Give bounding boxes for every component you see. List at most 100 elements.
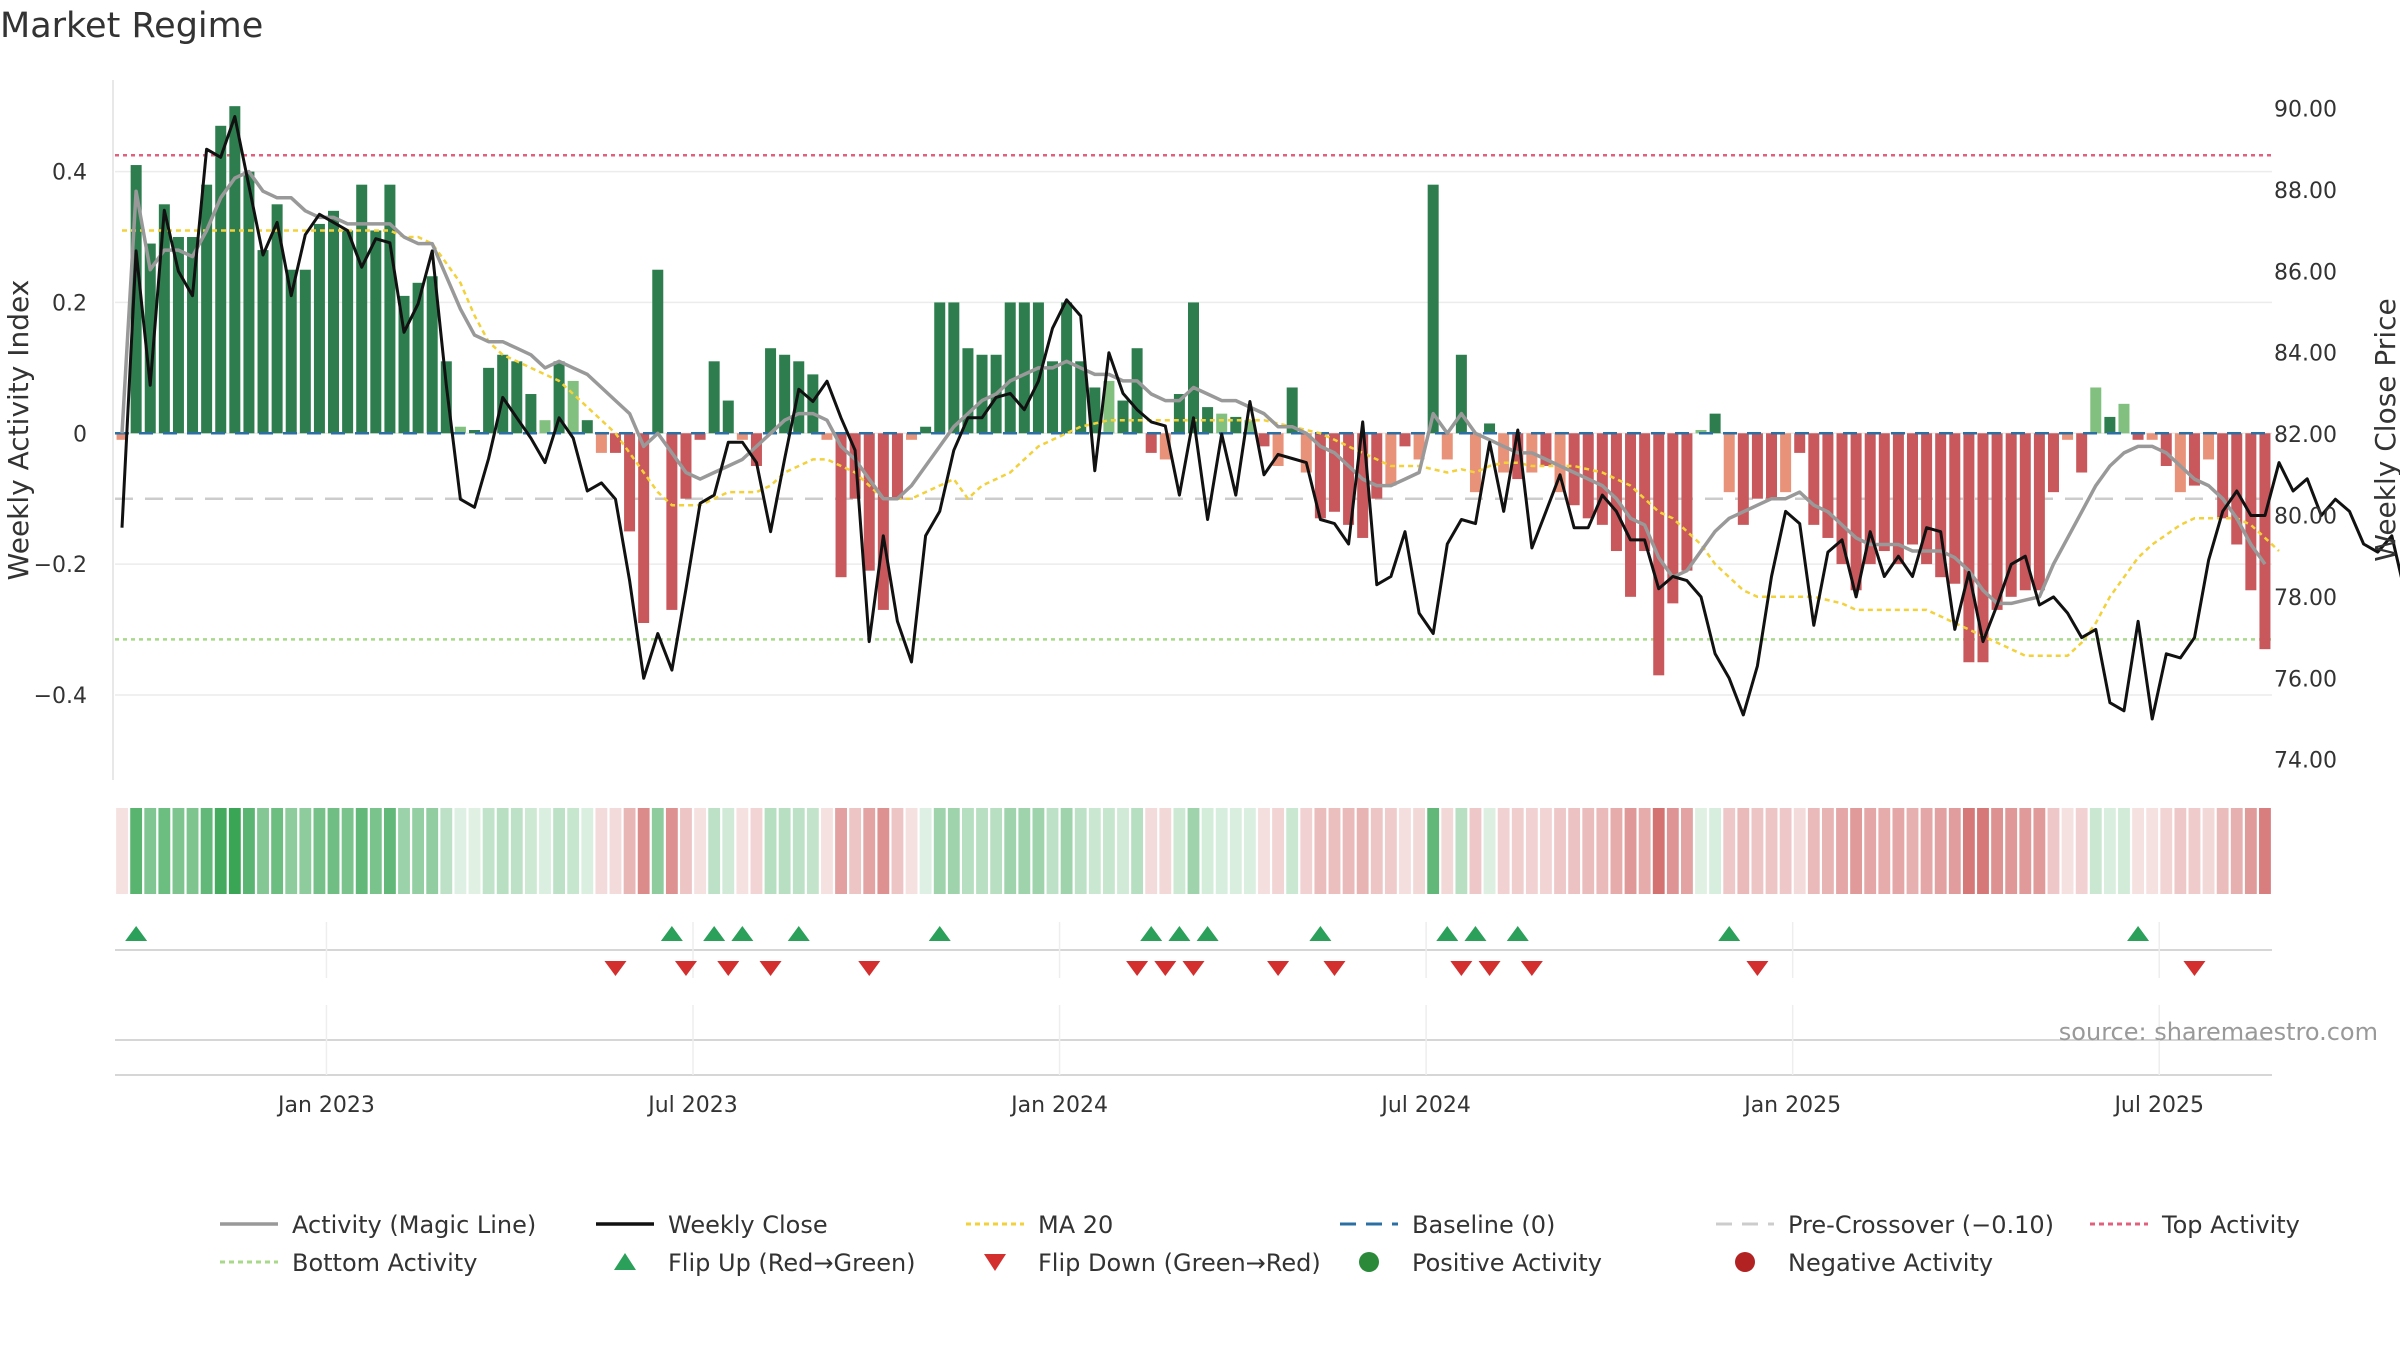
x-tick-label: Jan 2023 [276, 1093, 375, 1118]
regime-strip-cell [708, 808, 721, 894]
regime-strip-cell [1878, 808, 1891, 894]
regime-strip-cell [440, 808, 453, 894]
activity-bar [1188, 302, 1199, 434]
regime-strip-cell [1201, 808, 1214, 894]
flip-down-marker [1323, 961, 1346, 976]
regime-strip-cell [1229, 808, 1242, 894]
activity-bar [2146, 433, 2158, 440]
activity-bar [1371, 433, 1383, 499]
activity-bar [1484, 423, 1496, 434]
left-tick-label: 0.4 [52, 161, 87, 186]
activity-bar [398, 295, 410, 434]
chart-title: Market Regime [0, 6, 264, 46]
activity-bar [1737, 433, 1749, 525]
activity-bar [609, 433, 621, 453]
regime-strip-cell [243, 808, 255, 894]
activity-bar [2217, 433, 2229, 519]
activity-bar [1892, 433, 1904, 565]
regime-strip-cell [2047, 808, 2060, 894]
activity-bar [2188, 433, 2200, 486]
regime-strip-cell [285, 808, 298, 894]
x-tick-label: Jul 2023 [646, 1093, 738, 1118]
activity-bar [1723, 433, 1735, 493]
activity-bar [1836, 433, 1848, 565]
regime-strip-cell [877, 808, 890, 894]
flip-up-marker [1464, 926, 1487, 941]
activity-bar [567, 380, 579, 434]
flip-down-marker [1478, 961, 1501, 976]
regime-strip-cell [1342, 808, 1355, 894]
activity-bar [2174, 433, 2186, 493]
regime-strip-cell [1455, 808, 1468, 894]
activity-bar [1314, 433, 1326, 519]
regime-strip-cell [821, 808, 833, 894]
activity-bar [1272, 433, 1284, 466]
flip-up-marker [703, 926, 726, 941]
regime-strip-cell [271, 808, 284, 894]
regime-strip-cell [1920, 808, 1933, 894]
regime-strip-cell [1060, 808, 1073, 894]
activity-bar [2231, 433, 2243, 545]
activity-bar [2160, 433, 2172, 466]
regime-strip-cell [1850, 808, 1863, 894]
flip-up-marker [1196, 926, 1219, 941]
regime-strip-cell [1977, 808, 1989, 894]
activity-bar [328, 210, 340, 434]
regime-strip-cell [1328, 808, 1341, 894]
activity-bar [384, 184, 396, 434]
regime-strip-cell [1356, 808, 1369, 894]
regime-strip-cell [1032, 808, 1045, 894]
regime-strip-cell [524, 808, 537, 894]
activity-bar [736, 433, 748, 440]
activity-bar [779, 354, 791, 434]
regime-strip-cell [468, 808, 481, 894]
activity-bar [1963, 433, 1975, 663]
regime-strip-cell [228, 808, 241, 894]
regime-strip-cell [1215, 808, 1228, 894]
flip-up-marker [1718, 926, 1741, 941]
activity-bar [666, 433, 678, 610]
activity-bar [1512, 433, 1524, 480]
activity-bar [1625, 433, 1637, 597]
activity-bar [1582, 433, 1594, 519]
activity-bar [525, 394, 537, 434]
regime-strip-cell [2061, 808, 2074, 894]
flip-down-marker [1182, 961, 1205, 976]
activity-bar [553, 361, 565, 434]
right-tick-label: 74.00 [2274, 749, 2337, 774]
legend-label: Flip Down (Green→Red) [1038, 1249, 1321, 1277]
flip-up-marker [928, 926, 951, 941]
flip-up-marker [2127, 926, 2150, 941]
activity-bar [581, 420, 593, 434]
activity-bar [229, 106, 241, 434]
activity-bar [2104, 416, 2116, 434]
activity-bar [271, 204, 283, 434]
activity-bar [1159, 433, 1171, 460]
regime-strip-cell [1145, 808, 1158, 894]
activity-bar [243, 171, 255, 434]
activity-bar [116, 433, 128, 440]
activity-bar [1385, 433, 1397, 486]
regime-strip-cell [1525, 808, 1538, 894]
regime-strip-cell [1681, 808, 1693, 894]
regime-strip-cell [806, 808, 819, 894]
legend-label: Weekly Close [668, 1211, 828, 1239]
regime-strip-cell [426, 808, 439, 894]
regime-strip-cell [186, 808, 199, 894]
regime-strip-cell [200, 808, 213, 894]
regime-strip-cell [412, 808, 425, 894]
regime-strip-cell [1074, 808, 1087, 894]
activity-bar [1864, 433, 1876, 565]
activity-bar [2118, 403, 2130, 434]
regime-strip-cell [1286, 808, 1299, 894]
regime-strip-cell [1018, 808, 1031, 894]
regime-strip-cell [863, 808, 876, 894]
activity-bar [1145, 433, 1157, 453]
activity-bar [426, 276, 438, 434]
regime-strip-cell [2146, 808, 2159, 894]
regime-strip-cell [736, 808, 749, 894]
legend-label: Baseline (0) [1412, 1211, 1555, 1239]
regime-strip-cell [680, 808, 692, 894]
